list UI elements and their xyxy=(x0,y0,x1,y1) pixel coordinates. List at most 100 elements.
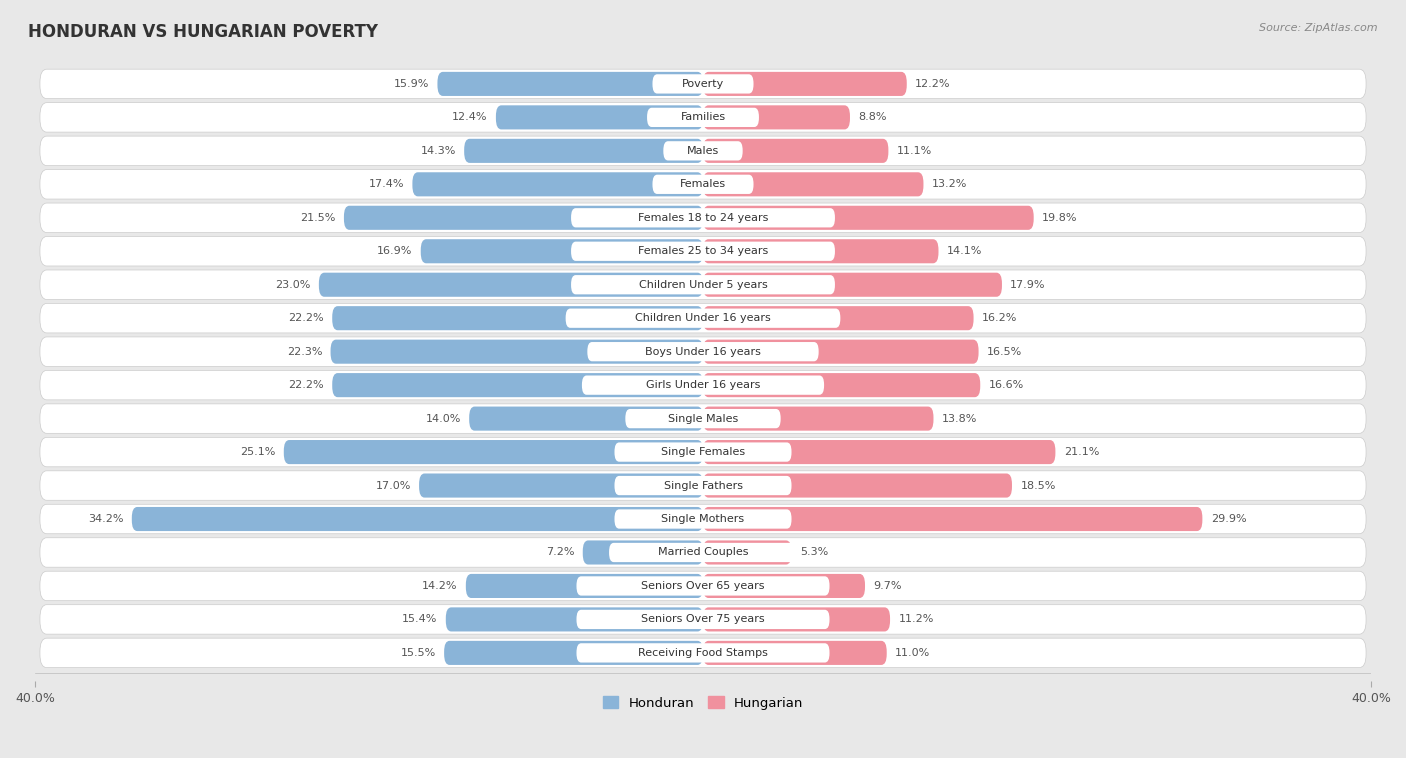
FancyBboxPatch shape xyxy=(332,306,703,330)
FancyBboxPatch shape xyxy=(39,170,1367,199)
Text: Families: Families xyxy=(681,112,725,122)
Text: 8.8%: 8.8% xyxy=(858,112,887,122)
Text: Single Females: Single Females xyxy=(661,447,745,457)
Text: 14.0%: 14.0% xyxy=(426,414,461,424)
FancyBboxPatch shape xyxy=(39,537,1367,567)
Text: Females 18 to 24 years: Females 18 to 24 years xyxy=(638,213,768,223)
FancyBboxPatch shape xyxy=(39,572,1367,600)
FancyBboxPatch shape xyxy=(703,105,851,130)
Text: 22.3%: 22.3% xyxy=(287,346,322,357)
Text: 13.2%: 13.2% xyxy=(932,180,967,190)
Text: Married Couples: Married Couples xyxy=(658,547,748,557)
FancyBboxPatch shape xyxy=(703,406,934,431)
Text: 23.0%: 23.0% xyxy=(276,280,311,290)
FancyBboxPatch shape xyxy=(444,641,703,665)
Text: 15.4%: 15.4% xyxy=(402,615,437,625)
Text: 16.2%: 16.2% xyxy=(981,313,1018,323)
FancyBboxPatch shape xyxy=(647,108,759,127)
Text: 29.9%: 29.9% xyxy=(1211,514,1246,524)
FancyBboxPatch shape xyxy=(582,540,703,565)
Text: 14.2%: 14.2% xyxy=(422,581,457,591)
FancyBboxPatch shape xyxy=(703,172,924,196)
FancyBboxPatch shape xyxy=(703,340,979,364)
FancyBboxPatch shape xyxy=(576,609,830,629)
FancyBboxPatch shape xyxy=(412,172,703,196)
Text: Children Under 16 years: Children Under 16 years xyxy=(636,313,770,323)
FancyBboxPatch shape xyxy=(39,203,1367,233)
FancyBboxPatch shape xyxy=(703,72,907,96)
FancyBboxPatch shape xyxy=(284,440,703,464)
FancyBboxPatch shape xyxy=(703,507,1202,531)
FancyBboxPatch shape xyxy=(652,174,754,194)
FancyBboxPatch shape xyxy=(703,607,890,631)
Text: 14.3%: 14.3% xyxy=(420,146,456,156)
FancyBboxPatch shape xyxy=(470,406,703,431)
FancyBboxPatch shape xyxy=(39,471,1367,500)
Text: 9.7%: 9.7% xyxy=(873,581,901,591)
FancyBboxPatch shape xyxy=(332,373,703,397)
FancyBboxPatch shape xyxy=(664,141,742,161)
Text: Single Fathers: Single Fathers xyxy=(664,481,742,490)
FancyBboxPatch shape xyxy=(571,275,835,294)
FancyBboxPatch shape xyxy=(576,576,830,596)
FancyBboxPatch shape xyxy=(39,371,1367,400)
FancyBboxPatch shape xyxy=(703,240,938,263)
FancyBboxPatch shape xyxy=(652,74,754,93)
Text: 16.6%: 16.6% xyxy=(988,380,1024,390)
Text: 22.2%: 22.2% xyxy=(288,380,323,390)
FancyBboxPatch shape xyxy=(319,273,703,297)
FancyBboxPatch shape xyxy=(609,543,797,562)
FancyBboxPatch shape xyxy=(39,102,1367,132)
Text: 15.9%: 15.9% xyxy=(394,79,429,89)
FancyBboxPatch shape xyxy=(703,641,887,665)
FancyBboxPatch shape xyxy=(39,605,1367,634)
FancyBboxPatch shape xyxy=(626,409,780,428)
Text: 17.0%: 17.0% xyxy=(375,481,411,490)
FancyBboxPatch shape xyxy=(39,504,1367,534)
Text: 15.5%: 15.5% xyxy=(401,648,436,658)
Text: 16.5%: 16.5% xyxy=(987,346,1022,357)
FancyBboxPatch shape xyxy=(419,474,703,497)
FancyBboxPatch shape xyxy=(703,574,865,598)
Text: Girls Under 16 years: Girls Under 16 years xyxy=(645,380,761,390)
Text: Receiving Food Stamps: Receiving Food Stamps xyxy=(638,648,768,658)
Text: 11.0%: 11.0% xyxy=(896,648,931,658)
Text: Females: Females xyxy=(681,180,725,190)
FancyBboxPatch shape xyxy=(344,205,703,230)
FancyBboxPatch shape xyxy=(39,638,1367,668)
FancyBboxPatch shape xyxy=(39,437,1367,467)
FancyBboxPatch shape xyxy=(571,208,835,227)
Legend: Honduran, Hungarian: Honduran, Hungarian xyxy=(598,691,808,715)
Text: 21.1%: 21.1% xyxy=(1064,447,1099,457)
FancyBboxPatch shape xyxy=(588,342,818,362)
Text: 17.4%: 17.4% xyxy=(368,180,404,190)
FancyBboxPatch shape xyxy=(132,507,703,531)
FancyBboxPatch shape xyxy=(39,69,1367,99)
Text: Poverty: Poverty xyxy=(682,79,724,89)
Text: HONDURAN VS HUNGARIAN POVERTY: HONDURAN VS HUNGARIAN POVERTY xyxy=(28,23,378,41)
FancyBboxPatch shape xyxy=(703,540,792,565)
Text: 13.8%: 13.8% xyxy=(942,414,977,424)
Text: 17.9%: 17.9% xyxy=(1011,280,1046,290)
Text: 19.8%: 19.8% xyxy=(1042,213,1077,223)
FancyBboxPatch shape xyxy=(703,440,1056,464)
FancyBboxPatch shape xyxy=(614,443,792,462)
Text: 21.5%: 21.5% xyxy=(301,213,336,223)
FancyBboxPatch shape xyxy=(437,72,703,96)
FancyBboxPatch shape xyxy=(703,205,1033,230)
FancyBboxPatch shape xyxy=(446,607,703,631)
Text: 12.2%: 12.2% xyxy=(915,79,950,89)
FancyBboxPatch shape xyxy=(703,474,1012,497)
FancyBboxPatch shape xyxy=(464,139,703,163)
FancyBboxPatch shape xyxy=(330,340,703,364)
Text: 25.1%: 25.1% xyxy=(240,447,276,457)
Text: 18.5%: 18.5% xyxy=(1021,481,1056,490)
Text: 22.2%: 22.2% xyxy=(288,313,323,323)
Text: 14.1%: 14.1% xyxy=(946,246,983,256)
FancyBboxPatch shape xyxy=(565,309,841,327)
FancyBboxPatch shape xyxy=(571,242,835,261)
FancyBboxPatch shape xyxy=(703,273,1002,297)
Text: Seniors Over 65 years: Seniors Over 65 years xyxy=(641,581,765,591)
FancyBboxPatch shape xyxy=(703,306,973,330)
FancyBboxPatch shape xyxy=(703,139,889,163)
